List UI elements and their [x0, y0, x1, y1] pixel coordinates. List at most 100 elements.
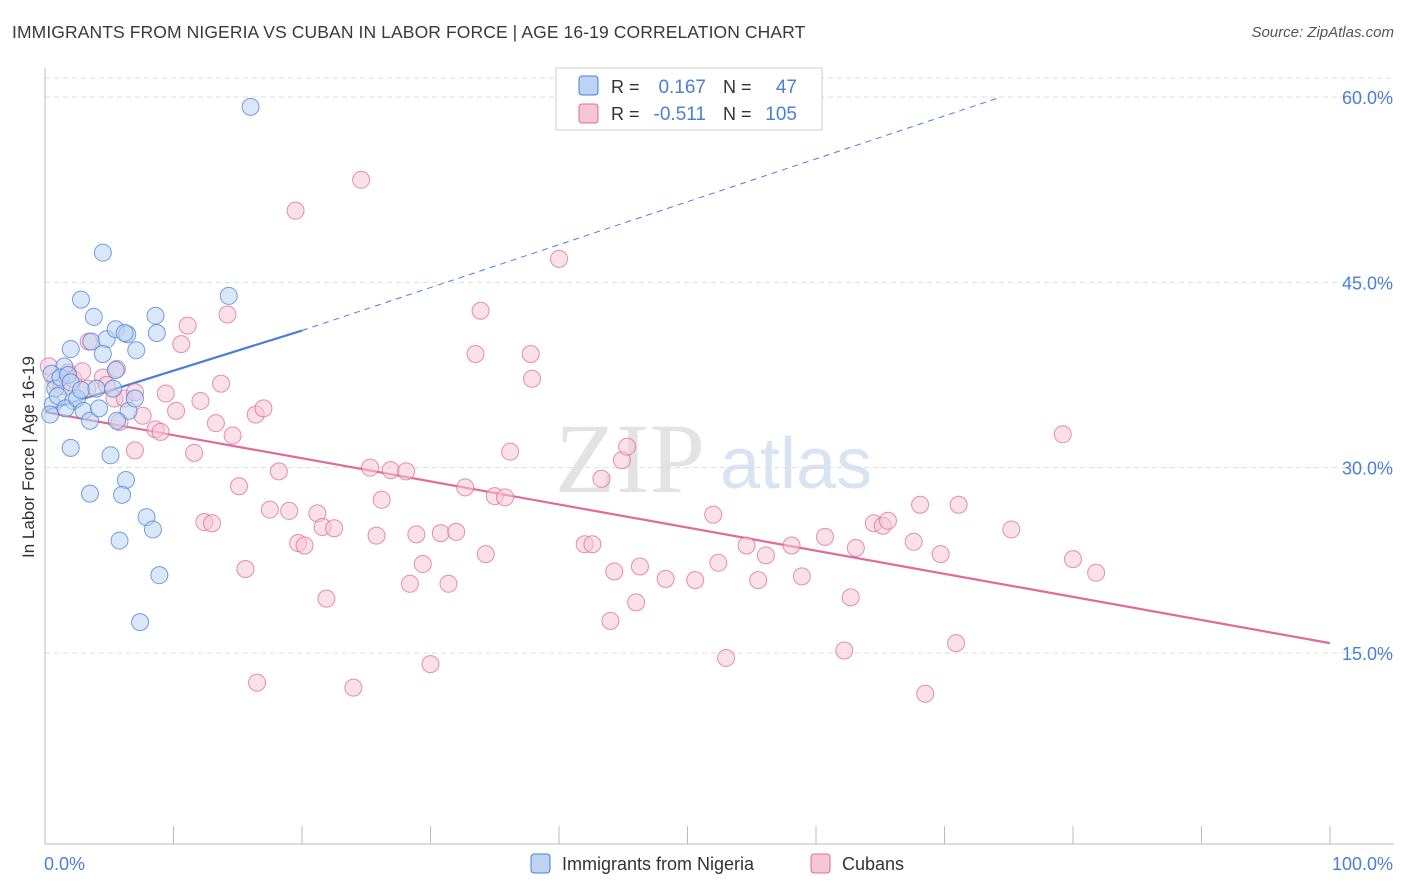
data-point: [41, 405, 60, 424]
data-point: [143, 520, 162, 539]
series-cubans: [39, 170, 1106, 703]
data-point: [71, 380, 90, 399]
data-point: [212, 374, 231, 393]
stats-r-value-1: 0.167: [658, 77, 706, 98]
legend: Immigrants from Nigeria Cubans: [530, 853, 904, 874]
data-point: [84, 307, 103, 326]
y-tick-label: 30.0%: [1342, 459, 1393, 479]
series-nigeria: [41, 97, 260, 632]
data-point: [439, 574, 458, 593]
data-point: [185, 443, 204, 462]
data-point: [110, 531, 129, 550]
data-point: [236, 559, 255, 578]
data-point: [523, 369, 542, 388]
data-point: [125, 389, 144, 408]
data-point: [911, 495, 930, 514]
data-point: [878, 511, 897, 530]
data-point: [146, 306, 165, 325]
data-point: [815, 527, 834, 546]
data-point: [150, 566, 169, 585]
stats-box: R = 0.167 N = 47 R = -0.511 N = 105: [555, 67, 823, 131]
data-point: [156, 384, 175, 403]
data-point: [361, 458, 380, 477]
data-point: [56, 399, 75, 418]
data-point: [1053, 425, 1072, 444]
data-point: [749, 571, 768, 590]
data-point: [218, 305, 237, 324]
stats-r-label-1: R =: [611, 77, 640, 97]
data-point: [947, 634, 966, 653]
data-point: [116, 471, 135, 490]
x-tick-label: 0.0%: [44, 854, 85, 874]
data-point: [61, 438, 80, 457]
data-point: [101, 446, 120, 465]
data-point: [421, 655, 440, 674]
data-point: [167, 401, 186, 420]
data-point: [916, 684, 935, 703]
data-point: [127, 341, 146, 360]
data-point: [756, 546, 775, 565]
data-point: [476, 545, 495, 564]
data-point: [223, 426, 242, 445]
y-axis-label: In Labor Force | Age 16-19: [19, 356, 38, 558]
data-point: [605, 562, 624, 581]
data-point: [1087, 563, 1106, 582]
data-point: [618, 437, 637, 456]
data-point: [254, 399, 273, 418]
data-point: [325, 519, 344, 538]
data-point: [107, 411, 126, 430]
data-point: [792, 567, 811, 586]
data-point: [230, 477, 249, 496]
data-point: [61, 340, 80, 359]
data-point: [80, 411, 99, 430]
data-point: [592, 469, 611, 488]
y-tick-labels: 15.0% 30.0% 45.0% 60.0%: [1342, 88, 1393, 664]
data-point: [206, 414, 225, 433]
data-point: [178, 316, 197, 335]
stats-n-value-2: 105: [765, 104, 797, 125]
data-point: [407, 525, 426, 544]
data-point: [471, 301, 490, 320]
data-point: [106, 361, 125, 380]
data-point: [413, 555, 432, 574]
data-point: [219, 286, 238, 305]
data-point: [248, 673, 267, 692]
data-point: [104, 379, 123, 398]
stats-n-label-1: N =: [723, 77, 752, 97]
y-tick-label: 15.0%: [1342, 644, 1393, 664]
data-point: [372, 490, 391, 509]
trend-line-nigeria-extension: [301, 96, 1002, 331]
data-point: [131, 613, 150, 632]
data-point: [286, 201, 305, 220]
data-point: [1002, 520, 1021, 539]
data-point: [949, 495, 968, 514]
data-point: [717, 648, 736, 667]
y-tick-label: 45.0%: [1342, 273, 1393, 293]
data-point: [904, 532, 923, 551]
watermark-atlas: atlas: [720, 424, 872, 504]
data-point: [709, 553, 728, 572]
data-point: [583, 535, 602, 554]
stats-swatch-cubans: [578, 103, 599, 124]
data-point: [125, 441, 144, 460]
stats-n-value-1: 47: [776, 77, 797, 98]
data-point: [601, 611, 620, 630]
data-point: [501, 442, 520, 461]
data-point: [496, 488, 515, 507]
data-point: [846, 538, 865, 557]
legend-swatch-nigeria: [530, 853, 551, 874]
data-point: [269, 462, 288, 481]
data-point: [686, 571, 705, 590]
data-point: [841, 588, 860, 607]
axes: [44, 68, 1394, 845]
data-point: [931, 545, 950, 564]
data-point: [89, 399, 108, 418]
stats-n-label-2: N =: [723, 104, 752, 124]
data-point: [630, 557, 649, 576]
data-point: [260, 500, 279, 519]
stats-swatch-nigeria: [578, 75, 599, 96]
data-point: [203, 514, 222, 533]
data-point: [147, 323, 166, 342]
stats-r-value-2: -0.511: [654, 104, 706, 125]
data-point: [381, 461, 400, 480]
